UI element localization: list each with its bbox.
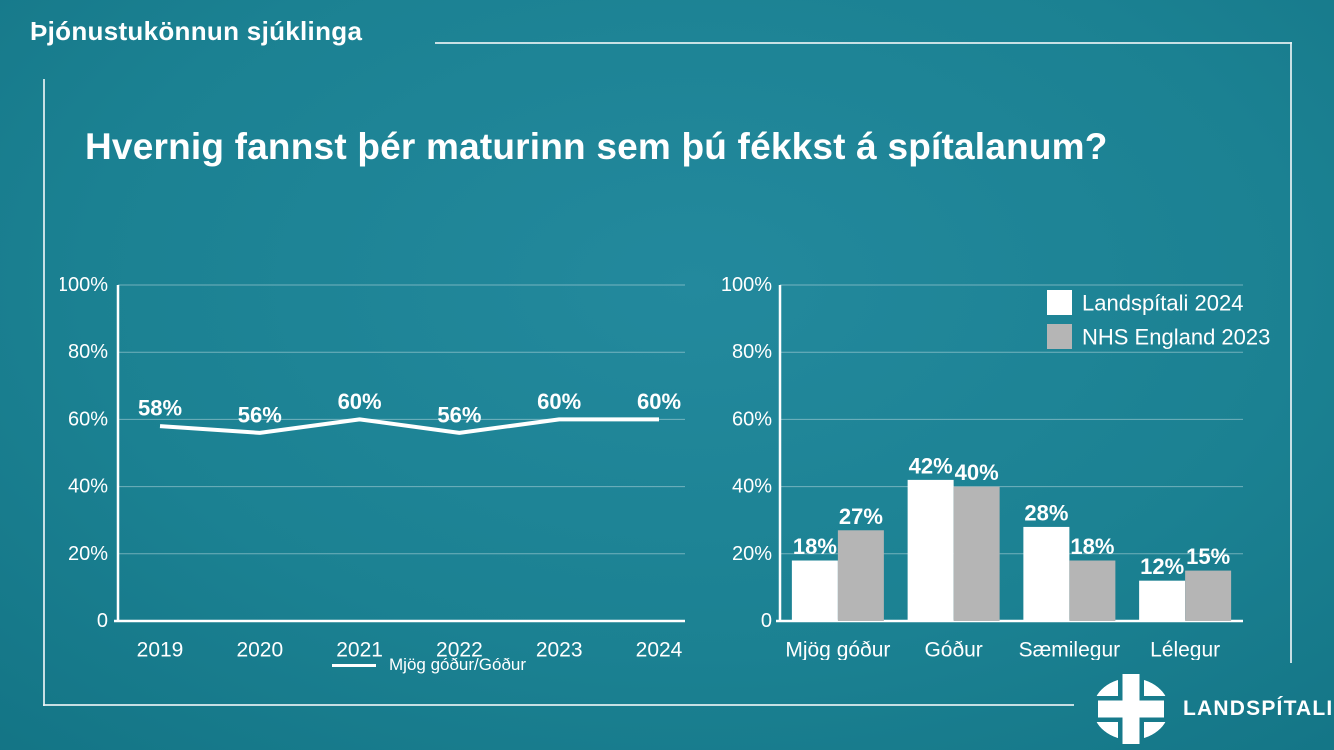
- line-chart: 0 20% 40% 60% 80% 100% 58% 2019 56% 2020 60% 2021 56…: [57, 270, 700, 662]
- legend-swatch: [1047, 324, 1072, 349]
- data-point-label: 58%: [138, 396, 182, 421]
- bar: [1139, 580, 1186, 621]
- x-tick-label: 2022: [436, 639, 483, 661]
- legend-swatch: [1047, 290, 1072, 315]
- bar: [1069, 560, 1116, 621]
- bar-label: 15%: [1186, 544, 1230, 569]
- y-tick-label: 80%: [68, 341, 108, 363]
- x-tick-label: 2021: [336, 639, 383, 661]
- bar-label: 12%: [1140, 554, 1184, 579]
- x-tick-label: 2024: [636, 639, 683, 661]
- legend-label: Landspítali 2024: [1082, 291, 1243, 316]
- category-label: Lélegur: [1150, 639, 1220, 661]
- frame-line-bottom: [43, 704, 1074, 706]
- data-point-label: 56%: [238, 402, 282, 427]
- y-tick-label: 100%: [721, 274, 772, 296]
- category-label: Mjög góður: [785, 639, 890, 661]
- data-point-label: 56%: [437, 402, 481, 427]
- data-point-label: 60%: [537, 389, 581, 414]
- y-tick-label: 80%: [732, 341, 772, 363]
- y-tick-label: 60%: [732, 408, 772, 430]
- bar-label: 40%: [955, 460, 999, 485]
- y-tick-label: 0: [761, 610, 772, 632]
- category-label: Góður: [924, 639, 982, 661]
- data-point-label: 60%: [338, 389, 382, 414]
- bar-label: 42%: [909, 453, 953, 478]
- bar: [1023, 526, 1070, 621]
- x-tick-label: 2019: [137, 639, 184, 661]
- y-tick-label: 0: [97, 610, 108, 632]
- page-title: Þjónustukönnun sjúklinga: [30, 16, 363, 46]
- legend-line-swatch: [332, 663, 376, 667]
- logo-text: LANDSPÍTALI: [1183, 697, 1334, 720]
- y-tick-label: 100%: [60, 274, 108, 296]
- data-point-label: 60%: [637, 389, 681, 414]
- x-tick-label: 2023: [536, 639, 583, 661]
- landspitali-logo: LANDSPÍTALI: [1092, 674, 1333, 744]
- category-label: Sæmilegur: [1019, 639, 1121, 661]
- frame-line-left: [43, 79, 45, 706]
- bar: [837, 530, 884, 621]
- bar-chart: 0 20% 40% 60% 80% 100% 18% 27% Mjög góður 42% 40% G…: [720, 270, 1310, 662]
- x-tick-label: 2020: [236, 639, 283, 661]
- landspitali-cross-icon: [1093, 674, 1169, 744]
- y-tick-label: 40%: [732, 476, 772, 498]
- line-chart-legend: Mjög góður/Góður: [332, 655, 526, 675]
- frame-line-top: [435, 42, 1292, 44]
- bar-label: 18%: [1070, 534, 1114, 559]
- y-tick-label: 20%: [68, 543, 108, 565]
- y-tick-label: 60%: [68, 408, 108, 430]
- bar-label: 18%: [793, 534, 837, 559]
- bar: [1185, 570, 1232, 621]
- bar: [907, 479, 954, 621]
- legend-label: NHS England 2023: [1082, 325, 1270, 350]
- bar: [953, 486, 1000, 621]
- frame-line-right: [1290, 42, 1292, 663]
- data-line: [159, 417, 659, 435]
- legend-line-label: Mjög góður/Góður: [389, 655, 527, 674]
- bar: [791, 560, 838, 621]
- y-tick-label: 40%: [68, 476, 108, 498]
- bar-label: 28%: [1024, 500, 1068, 525]
- chart-question-title: Hvernig fannst þér maturinn sem þú fékks…: [85, 126, 1108, 167]
- bar-label: 27%: [839, 504, 883, 529]
- y-tick-label: 20%: [732, 543, 772, 565]
